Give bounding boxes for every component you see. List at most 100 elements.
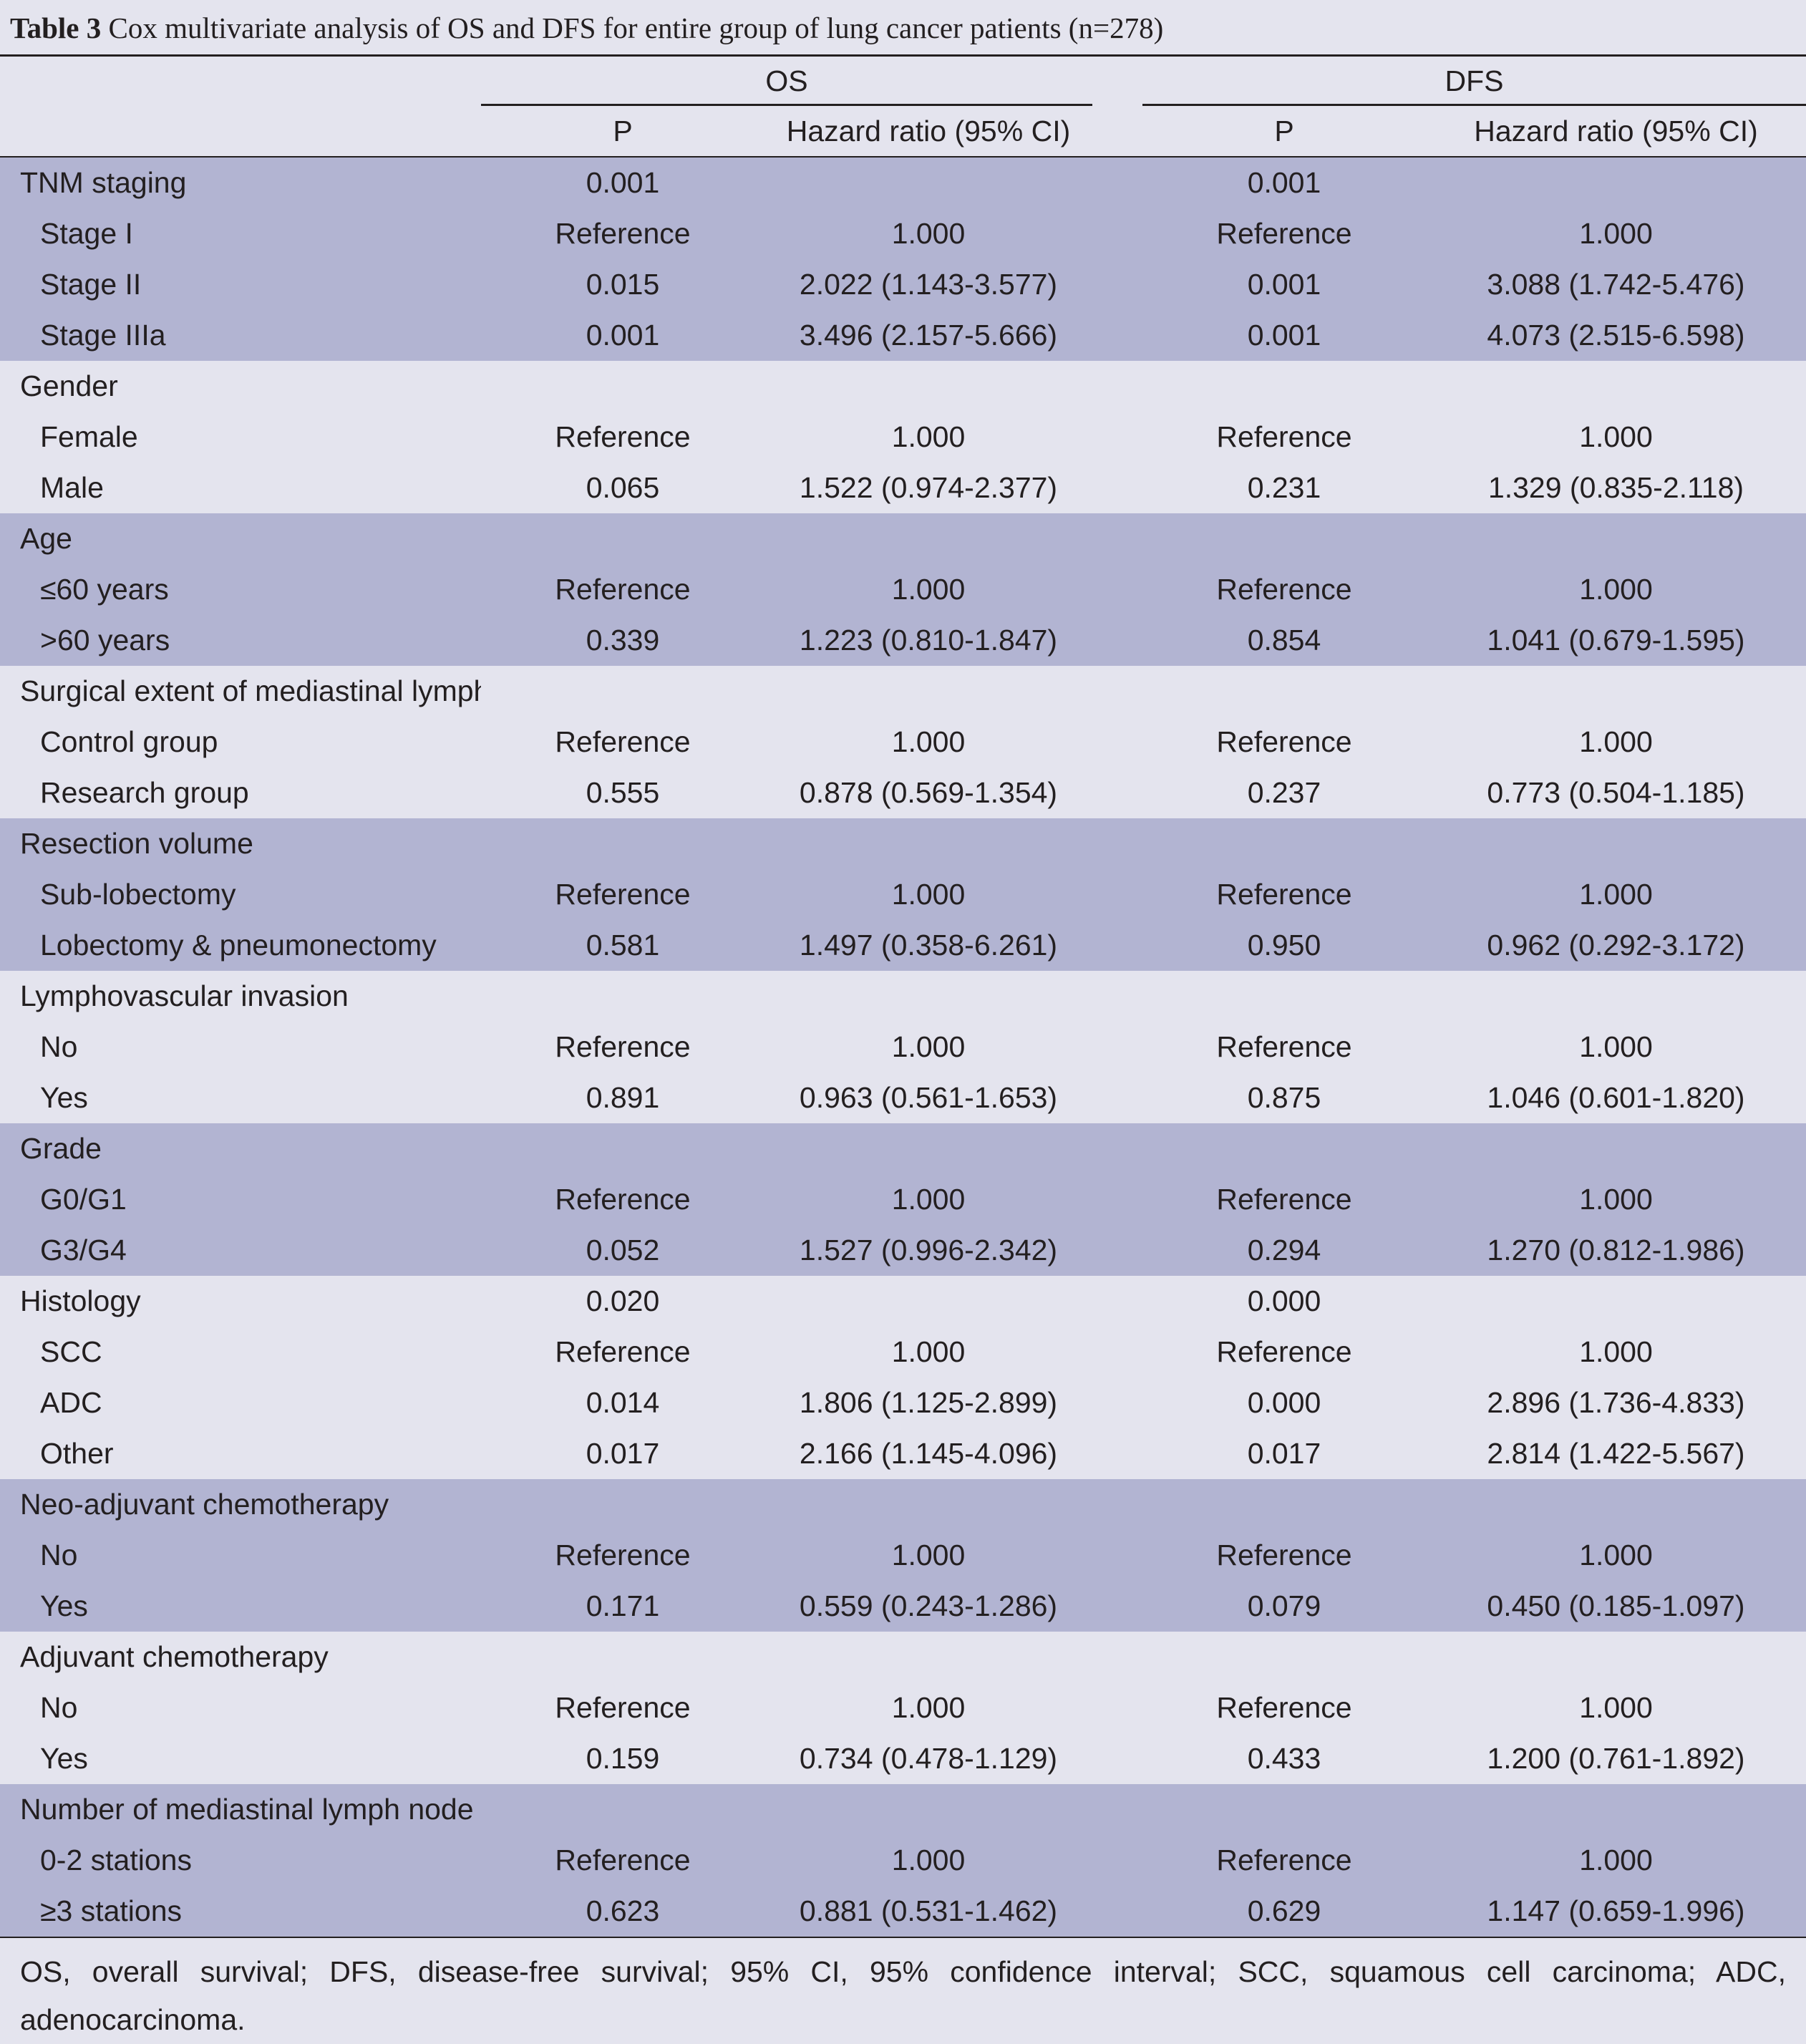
spacer — [1092, 1072, 1142, 1123]
dfs-p-value — [1142, 1632, 1426, 1682]
spacer — [1092, 412, 1142, 462]
header-row-groups: OS DFS — [0, 57, 1806, 106]
row-sublabel: No — [0, 1682, 481, 1733]
row-category: Lymphovascular invasion — [0, 971, 481, 1022]
spacer — [1092, 1276, 1142, 1327]
os-underline — [481, 104, 1092, 106]
table-row: Surgical extent of mediastinal lymphaden… — [0, 666, 1806, 717]
header-row-columns: P Hazard ratio (95% CI) P Hazard ratio (… — [0, 106, 1806, 156]
table-row: Number of mediastinal lymph node station… — [0, 1784, 1806, 1835]
spacer — [1092, 1225, 1142, 1276]
os-hazard-ratio — [764, 1123, 1092, 1174]
row-sublabel: ≥3 stations — [0, 1886, 481, 1937]
os-hazard-ratio: 1.000 — [764, 1835, 1092, 1886]
table-row: G0/G1 Reference 1.000 Reference 1.000 — [0, 1174, 1806, 1225]
dfs-hazard-ratio: 1.270 (0.812-1.986) — [1426, 1225, 1806, 1276]
table-row: Male 0.065 1.522 (0.974-2.377) 0.231 1.329 (… — [0, 462, 1806, 513]
table-row: Stage I Reference 1.000 Reference 1.000 — [0, 208, 1806, 259]
table-row: Stage IIIa 0.001 3.496 (2.157-5.666) 0.001 4… — [0, 310, 1806, 361]
os-hazard-ratio: 1.527 (0.996-2.342) — [764, 1225, 1092, 1276]
row-sublabel: SCC — [0, 1327, 481, 1377]
spacer — [1092, 1682, 1142, 1733]
row-category: Resection volume — [0, 818, 481, 869]
header-os-p: P — [481, 106, 764, 156]
table-row: ≤60 years Reference 1.000 Reference 1.000 — [0, 564, 1806, 615]
spacer — [1092, 1784, 1142, 1835]
os-p-value — [481, 361, 764, 412]
os-hazard-ratio: 2.022 (1.143-3.577) — [764, 259, 1092, 310]
header-os-hr: Hazard ratio (95% CI) — [764, 106, 1092, 156]
row-category: TNM staging — [0, 158, 481, 208]
os-hazard-ratio — [764, 1479, 1092, 1530]
table-row: Grade — [0, 1123, 1806, 1174]
os-hazard-ratio: 1.000 — [764, 869, 1092, 920]
dfs-p-value: Reference — [1142, 1682, 1426, 1733]
row-sublabel: G3/G4 — [0, 1225, 481, 1276]
table-row: Yes 0.159 0.734 (0.478-1.129) 0.433 1.200 (0… — [0, 1733, 1806, 1784]
os-hazard-ratio — [764, 666, 1092, 717]
dfs-p-value: Reference — [1142, 564, 1426, 615]
spacer — [1092, 1835, 1142, 1886]
os-p-value: 0.581 — [481, 920, 764, 971]
dfs-hazard-ratio: 1.000 — [1426, 1327, 1806, 1377]
dfs-hazard-ratio: 2.896 (1.736-4.833) — [1426, 1377, 1806, 1428]
row-sublabel: Male — [0, 462, 481, 513]
row-sublabel: Stage IIIa — [0, 310, 481, 361]
os-hazard-ratio: 1.000 — [764, 564, 1092, 615]
os-p-value: Reference — [481, 1530, 764, 1581]
dfs-p-value: 0.950 — [1142, 920, 1426, 971]
os-hazard-ratio: 1.000 — [764, 1327, 1092, 1377]
cox-analysis-table: OS DFS P Hazard ratio (95% CI) P Hazard … — [0, 57, 1806, 156]
dfs-p-value: 0.001 — [1142, 310, 1426, 361]
dfs-p-value: Reference — [1142, 1327, 1426, 1377]
spacer — [1092, 208, 1142, 259]
table-footnote: OS, overall survival; DFS, disease-free … — [0, 1938, 1806, 2044]
dfs-underline — [1142, 104, 1806, 106]
dfs-p-value: 0.433 — [1142, 1733, 1426, 1784]
table-caption: Table 3 Cox multivariate analysis of OS … — [0, 0, 1806, 54]
table-row: Sub-lobectomy Reference 1.000 Reference 1.00… — [0, 869, 1806, 920]
os-p-value: Reference — [481, 717, 764, 767]
dfs-hazard-ratio: 1.000 — [1426, 412, 1806, 462]
os-p-value — [481, 1632, 764, 1682]
os-p-value: Reference — [481, 412, 764, 462]
spacer — [1092, 361, 1142, 412]
row-category: Surgical extent of mediastinal lymphaden… — [0, 666, 481, 717]
os-hazard-ratio: 1.806 (1.125-2.899) — [764, 1377, 1092, 1428]
os-hazard-ratio — [764, 818, 1092, 869]
table-row: Neo-adjuvant chemotherapy — [0, 1479, 1806, 1530]
caption-text: Cox multivariate analysis of OS and DFS … — [108, 11, 1164, 44]
dfs-hazard-ratio — [1426, 513, 1806, 564]
os-hazard-ratio: 2.166 (1.145-4.096) — [764, 1428, 1092, 1479]
dfs-p-value — [1142, 818, 1426, 869]
row-sublabel: Yes — [0, 1581, 481, 1632]
row-sublabel: Female — [0, 412, 481, 462]
row-sublabel: Sub-lobectomy — [0, 869, 481, 920]
os-hazard-ratio — [764, 361, 1092, 412]
os-p-value: Reference — [481, 208, 764, 259]
os-hazard-ratio: 1.000 — [764, 1530, 1092, 1581]
os-hazard-ratio: 1.000 — [764, 717, 1092, 767]
dfs-p-value: 0.854 — [1142, 615, 1426, 666]
table-row: Lobectomy & pneumonectomy 0.581 1.497 (0.3… — [0, 920, 1806, 971]
row-category: Adjuvant chemotherapy — [0, 1632, 481, 1682]
dfs-hazard-ratio: 0.773 (0.504-1.185) — [1426, 767, 1806, 818]
table-row: >60 years 0.339 1.223 (0.810-1.847) 0.854 1.… — [0, 615, 1806, 666]
dfs-p-value: Reference — [1142, 1530, 1426, 1581]
row-category: Gender — [0, 361, 481, 412]
spacer — [1092, 259, 1142, 310]
spacer — [1092, 310, 1142, 361]
table-row: Resection volume — [0, 818, 1806, 869]
spacer — [1092, 920, 1142, 971]
row-sublabel: >60 years — [0, 615, 481, 666]
os-hazard-ratio: 3.496 (2.157-5.666) — [764, 310, 1092, 361]
row-sublabel: Control group — [0, 717, 481, 767]
dfs-p-value — [1142, 513, 1426, 564]
dfs-hazard-ratio: 2.814 (1.422-5.567) — [1426, 1428, 1806, 1479]
dfs-p-value: 0.000 — [1142, 1276, 1426, 1327]
table-row: Stage II 0.015 2.022 (1.143-3.577) 0.001 3.0… — [0, 259, 1806, 310]
table-row: Other 0.017 2.166 (1.145-4.096) 0.017 2.814 … — [0, 1428, 1806, 1479]
dfs-hazard-ratio: 1.000 — [1426, 564, 1806, 615]
table-row: No Reference 1.000 Reference 1.000 — [0, 1022, 1806, 1072]
spacer — [1092, 1632, 1142, 1682]
